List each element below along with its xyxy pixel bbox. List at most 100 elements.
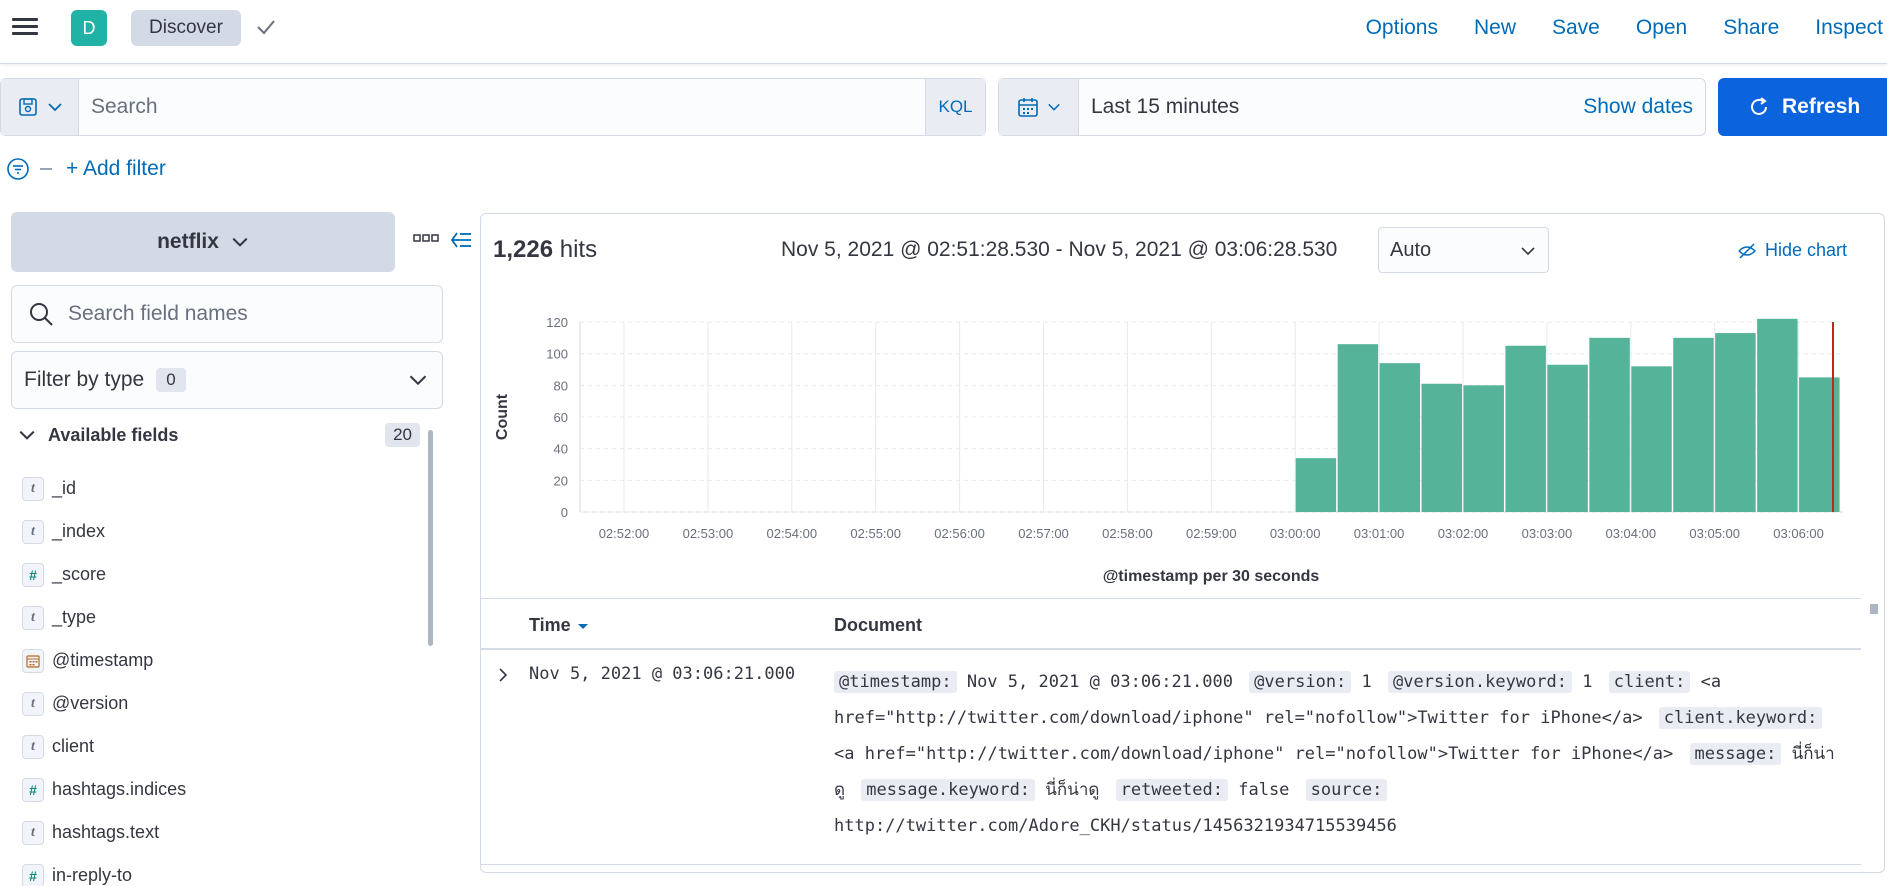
refresh-button[interactable]: Refresh [1718,78,1887,136]
time-range-label: Nov 5, 2021 @ 02:51:28.530 - Nov 5, 2021… [781,238,1338,261]
collapse-sidebar-icon[interactable] [449,228,473,252]
row-document: @timestamp: Nov 5, 2021 @ 03:06:21.000 @… [834,664,1844,844]
top-header: D Discover Options New Save Open Share I… [0,0,1887,64]
add-filter-button[interactable]: + Add filter [66,157,166,180]
x-tick-label: 02:58:00 [1102,526,1153,541]
filter-menu-icon[interactable] [6,157,30,181]
x-tick-label: 03:00:00 [1270,526,1321,541]
histogram-bar [1589,337,1630,512]
calendar-icon [1017,98,1038,117]
query-bar: KQL [0,78,986,136]
field-search-box [11,285,443,343]
doc-field-value: http://twitter.com/Adore_CKH/status/1456… [834,816,1397,836]
field-item[interactable]: t hashtags.text [22,811,422,854]
sort-down-icon [577,623,588,629]
available-fields-count: 20 [385,423,420,447]
y-tick-label: 20 [554,473,568,488]
doc-field-value: <a href="http://twitter.com/download/iph… [834,672,1722,728]
doc-field-value: <a href="http://twitter.com/download/iph… [834,744,1684,764]
available-fields-toggle[interactable]: Available fields 20 [18,423,420,447]
field-item[interactable]: t client [22,725,422,768]
field-item[interactable]: # _score [22,553,422,596]
doc-field-key: source: [1305,779,1388,801]
options-link[interactable]: Options [1365,16,1438,39]
field-name: @timestamp [52,650,154,670]
open-link[interactable]: Open [1635,16,1688,39]
histogram-bar [1757,318,1798,512]
top-nav-links: Options New Save Open Share Inspect [1366,0,1887,56]
row-timestamp: Nov 5, 2021 @ 03:06:21.000 [529,664,796,684]
field-item[interactable]: t _type [22,596,422,639]
chevron-down-icon [47,103,62,112]
breadcrumb-discover[interactable]: Discover [131,10,241,46]
number-type-icon: # [22,777,44,802]
x-tick-label: 02:56:00 [934,526,985,541]
share-link[interactable]: Share [1723,16,1780,39]
table-header: Time Document [481,598,1861,650]
field-name: in-reply-to [52,865,133,885]
doc-field-value: 1 [1572,672,1603,692]
field-item[interactable]: t @version [22,682,422,725]
x-tick-label: 03:05:00 [1689,526,1740,541]
y-tick-label: 60 [554,410,568,425]
interval-select[interactable]: Auto [1378,227,1549,273]
doc-field-key: @version: [1249,671,1352,693]
interval-value: Auto [1390,238,1432,261]
doc-field-key: @timestamp: [834,671,957,693]
search-input[interactable] [79,79,925,135]
menu-icon[interactable] [12,14,46,42]
string-type-icon: t [22,519,44,544]
hits-label: hits [559,236,598,263]
time-column-header[interactable]: Time [529,615,589,636]
hits-count: 1,226 [493,236,554,263]
y-tick-label: 80 [554,378,568,393]
y-tick-label: 0 [561,505,568,520]
field-name: _id [52,478,77,498]
save-link[interactable]: Save [1551,16,1600,39]
field-search-input[interactable] [54,302,414,326]
date-range-text[interactable]: Last 15 minutes [1091,95,1240,118]
field-item[interactable]: # hashtags.indices [22,768,422,811]
kql-toggle[interactable]: KQL [925,79,985,135]
y-tick-label: 40 [554,442,568,457]
hits-counter: 1,226 hits [493,236,597,264]
field-item[interactable]: @timestamp [22,639,422,682]
filter-by-type-button[interactable]: Filter by type 0 [11,351,443,409]
field-item[interactable]: t _index [22,510,422,553]
x-tick-label: 03:01:00 [1354,526,1405,541]
saved-query-button[interactable] [1,79,79,135]
space-avatar[interactable]: D [71,10,107,46]
string-type-icon: t [22,476,44,501]
more-options-icon[interactable] [413,230,439,248]
field-item[interactable]: # in-reply-to [22,854,422,886]
field-item[interactable]: t _id [22,467,422,510]
index-pattern-selector[interactable]: netflix [11,212,395,272]
sidebar-scrollbar[interactable] [428,430,433,646]
new-link[interactable]: New [1473,16,1516,39]
string-type-icon: t [22,605,44,630]
chevron-down-icon [19,430,35,440]
hide-chart-button[interactable]: Hide chart [1737,240,1847,261]
save-disk-icon [18,98,37,116]
available-fields-label: Available fields [48,424,179,445]
chevron-right-icon[interactable] [495,667,511,683]
x-tick-label: 02:52:00 [599,526,650,541]
hide-chart-label: Hide chart [1765,240,1848,260]
inspect-link[interactable]: Inspect [1815,16,1883,39]
field-name: hashtags.text [52,822,160,842]
show-dates-link[interactable]: Show dates [1583,95,1693,118]
x-tick-label: 02:53:00 [683,526,734,541]
calendar-icon [22,648,44,673]
document-column-header: Document [834,615,923,635]
quick-menu-button[interactable] [999,79,1079,135]
filter-by-type-label: Filter by type [24,368,145,391]
chevron-down-icon [232,237,248,247]
histogram-bar [1463,385,1504,512]
time-column-label: Time [529,615,571,635]
table-scrollbar[interactable] [1870,604,1878,614]
doc-field-key: @version.keyword: [1388,671,1573,693]
field-name: _score [52,564,107,584]
doc-field-key: client: [1608,671,1691,693]
filter-divider [40,168,52,170]
string-type-icon: t [22,734,44,759]
